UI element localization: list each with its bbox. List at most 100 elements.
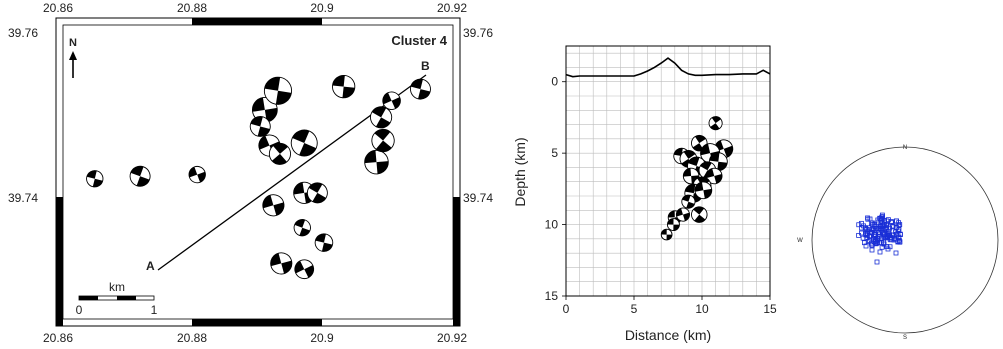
stereonet-point	[889, 220, 895, 226]
focal-mechanism	[382, 91, 401, 110]
map-panel: 20.86 20.88 20.9 20.92 20.86 20.88 20.9 …	[8, 1, 493, 345]
lon-tick-top-3: 20.9	[310, 1, 334, 15]
scale-bar: km 0 1	[76, 280, 158, 317]
y-tick-label: 15	[545, 289, 559, 303]
stereonet-points	[856, 212, 903, 265]
scale-tick-0: 0	[76, 303, 83, 317]
cross-section-ticks: 0 5 10 15 0 5 10 15	[545, 75, 777, 316]
event-mechanism	[708, 116, 723, 131]
focal-mechanism	[86, 170, 104, 188]
y-tick-label: 10	[545, 218, 559, 232]
event-mechanism	[666, 218, 680, 232]
stereonet-point	[890, 223, 896, 229]
stereonet-west-label: W	[797, 238, 803, 244]
y-tick-label: 0	[551, 75, 558, 89]
cross-section-panel: 0 5 10 15 0 5 10 15 Distance (km) Depth (km)	[512, 45, 777, 343]
stereonet-point	[881, 223, 886, 229]
event-mechanism	[694, 181, 713, 200]
stereonet-point	[896, 237, 902, 243]
topography-line	[565, 57, 771, 78]
lat-tick-right-1: 39.76	[463, 26, 493, 40]
stereonet-point	[874, 259, 880, 265]
focal-mechanism	[370, 106, 393, 129]
stereonet-point	[869, 247, 875, 253]
scale-unit-label: km	[109, 280, 125, 294]
stereonet-point	[866, 225, 871, 231]
lon-tick-bottom-2: 20.88	[177, 331, 207, 345]
lat-tick-left-2: 39.74	[8, 191, 38, 205]
stereonet-circle	[811, 146, 999, 334]
stereonet-point	[874, 240, 880, 246]
x-tick-label: 0	[563, 302, 570, 316]
north-arrow-icon: N	[69, 37, 77, 78]
lon-tick-top-4: 20.92	[437, 1, 467, 15]
stereonet-point	[878, 226, 884, 232]
focal-mechanism	[314, 233, 334, 252]
event-mechanism	[679, 150, 698, 168]
lon-tick-top-1: 20.86	[43, 1, 73, 15]
scale-tick-1: 1	[151, 303, 158, 317]
stereonet-point	[893, 250, 899, 256]
focal-mechanism	[331, 74, 356, 99]
map-title: Cluster 4	[391, 33, 447, 48]
x-tick-label: 10	[695, 302, 709, 316]
frame-bar-right	[453, 197, 460, 326]
event-mechanism	[660, 228, 673, 241]
lon-tick-bottom-3: 20.9	[310, 331, 334, 345]
x-tick-label: 15	[763, 302, 777, 316]
event-mechanism	[681, 194, 696, 209]
event-mechanism	[691, 206, 708, 223]
stereonet-point	[885, 246, 891, 252]
event-mechanism	[705, 167, 723, 185]
stereonet-point	[894, 218, 899, 224]
stereonet-point	[868, 240, 874, 246]
stereonet-point	[896, 223, 902, 229]
stereonet-point	[875, 231, 881, 237]
stereonet-point	[897, 239, 903, 245]
focal-mechanism	[371, 128, 395, 153]
focal-mechanism	[290, 129, 318, 157]
focal-mechanism	[268, 142, 292, 165]
focal-mechanism	[364, 149, 389, 175]
lon-tick-bottom-4: 20.92	[437, 331, 467, 345]
stereonet-point	[886, 217, 891, 223]
focal-mechanism	[263, 76, 293, 105]
focal-mechanism	[306, 182, 328, 204]
lon-tick-top-2: 20.88	[177, 1, 207, 15]
stereonet-point	[878, 223, 884, 229]
stereonet-point	[898, 232, 903, 238]
stereonet-point	[863, 243, 869, 249]
focal-mechanism	[293, 219, 311, 237]
stereonet-point	[871, 239, 877, 245]
stereonet-point	[867, 233, 873, 239]
profile-label-a: A	[146, 259, 155, 273]
stereonet-point	[856, 233, 862, 238]
y-tick-label: 5	[551, 146, 558, 160]
frame-bar-left	[56, 197, 63, 326]
cross-section-frame	[565, 45, 771, 297]
focal-mechanism	[410, 78, 431, 100]
focal-mechanism	[129, 165, 151, 187]
lat-tick-right-2: 39.74	[463, 191, 493, 205]
focal-mechanism	[270, 252, 293, 275]
stereonet-point	[893, 224, 899, 230]
event-mechanism	[691, 134, 708, 152]
lon-tick-bottom-1: 20.86	[43, 331, 73, 345]
stereonet-panel: N W S	[797, 145, 999, 341]
focal-mechanism	[188, 165, 206, 184]
stereonet-north-label: N	[903, 145, 907, 151]
event-mechanism	[675, 207, 691, 222]
stereonet-point	[884, 232, 890, 238]
lat-tick-left-1: 39.76	[8, 26, 38, 40]
xs-x-axis-label: Distance (km)	[625, 327, 711, 343]
stereonet-point	[893, 236, 899, 242]
stereonet-point	[872, 221, 878, 227]
focal-mechanism	[262, 194, 285, 217]
profile-label-b: B	[421, 59, 430, 73]
stereonet-point	[856, 222, 862, 228]
stereonet-point	[868, 220, 874, 226]
focal-mechanism-group	[86, 74, 431, 280]
focal-mechanism	[294, 259, 315, 280]
frame-bar-top	[192, 18, 322, 25]
